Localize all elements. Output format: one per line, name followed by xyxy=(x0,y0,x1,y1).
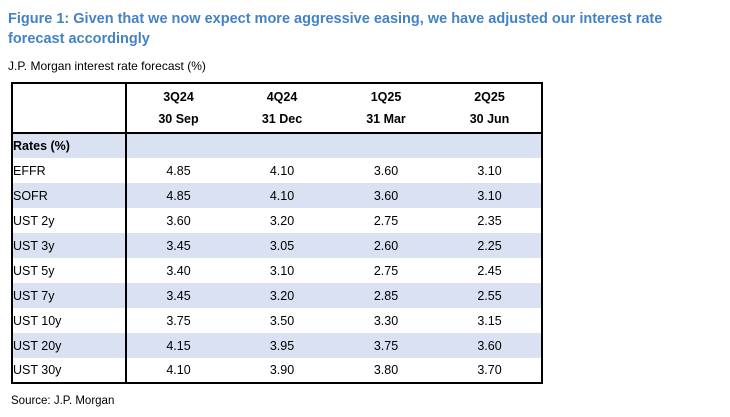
cell-value: 3.45 xyxy=(166,238,191,253)
cell-value: 3.75 xyxy=(166,313,191,328)
row-label: UST 2y xyxy=(12,208,127,233)
cell-value: 3.60 xyxy=(373,163,399,178)
quarter-date: 31 Mar xyxy=(366,112,406,126)
cell-value: 2.45 xyxy=(477,263,502,278)
cell-value: 2.75 xyxy=(373,263,399,278)
cell-value: 3.50 xyxy=(269,313,295,328)
cell-value: 3.60 xyxy=(166,213,191,228)
cell-value: 3.10 xyxy=(269,263,295,278)
figure-title: Figure 1: Given that we now expect more … xyxy=(8,11,663,47)
row-label: UST 10y xyxy=(12,308,127,333)
cell-value: 4.85 xyxy=(166,188,191,203)
cell-value: 3.80 xyxy=(373,363,399,377)
figure-panel: Figure 1: Given that we now expect more … xyxy=(8,11,663,407)
cell-value: 2.55 xyxy=(477,288,502,303)
cell-value: 4.85 xyxy=(166,163,191,178)
corner-cell xyxy=(12,83,127,134)
cell-value: 3.90 xyxy=(269,363,295,377)
cell-value: 3.95 xyxy=(269,338,295,353)
col-header-4q24: 4Q24 31 Dec xyxy=(230,83,334,134)
table-row: UST 7y 3.45 3.20 2.85 2.55 xyxy=(12,283,542,308)
figure-subtitle: J.P. Morgan interest rate forecast (%) xyxy=(8,59,206,73)
col-header-1q25: 1Q25 31 Mar xyxy=(334,83,438,134)
cell-value: 4.10 xyxy=(269,163,295,178)
quarter-label: 1Q25 xyxy=(370,90,402,104)
row-label: UST 30y xyxy=(12,358,127,383)
cell-value: 3.20 xyxy=(269,213,295,228)
table-row: UST 2y 3.60 3.20 2.75 2.35 xyxy=(12,208,542,233)
table-row: UST 10y 3.75 3.50 3.30 3.15 xyxy=(12,308,542,333)
cell-value: 3.60 xyxy=(373,188,399,203)
cell-value: 3.20 xyxy=(269,288,295,303)
cell-value: 3.10 xyxy=(477,188,502,203)
cell-value: 2.75 xyxy=(373,213,399,228)
table-row: UST 5y 3.40 3.10 2.75 2.45 xyxy=(12,258,542,283)
cell-value: 3.05 xyxy=(269,238,295,253)
cell-value: 3.40 xyxy=(166,263,191,278)
col-header-3q24: 3Q24 30 Sep xyxy=(126,83,230,134)
section-label: Rates (%) xyxy=(12,133,127,158)
table-row: SOFR 4.85 4.10 3.60 3.10 xyxy=(12,183,542,208)
quarter-label: 3Q24 xyxy=(163,90,194,104)
quarter-date: 30 Jun xyxy=(469,112,510,126)
col-header-2q25: 2Q25 30 Jun xyxy=(438,83,542,134)
row-label: UST 3y xyxy=(12,233,127,258)
cell-value: 3.45 xyxy=(166,288,191,303)
table-row: UST 3y 3.45 3.05 2.60 2.25 xyxy=(12,233,542,258)
cell-value: 2.85 xyxy=(373,288,399,303)
cell-value: 2.25 xyxy=(477,238,502,253)
row-label: SOFR xyxy=(12,183,127,208)
quarter-date: 30 Sep xyxy=(158,112,199,126)
cell-value: 3.75 xyxy=(373,338,399,353)
rates-table: 3Q24 30 Sep 4Q24 31 Dec 1Q25 31 Mar 2Q25… xyxy=(11,82,543,384)
cell-value: 3.70 xyxy=(477,363,502,377)
table-header: 3Q24 30 Sep 4Q24 31 Dec 1Q25 31 Mar 2Q25… xyxy=(12,83,542,134)
section-row-rates: Rates (%) xyxy=(12,133,542,158)
table-row: UST 30y 4.10 3.90 3.80 3.70 xyxy=(12,358,542,383)
table-row: EFFR 4.85 4.10 3.60 3.10 xyxy=(12,158,542,183)
cell-value: 4.15 xyxy=(166,338,191,353)
cell-value: 3.30 xyxy=(373,313,399,328)
row-label: UST 7y xyxy=(12,283,127,308)
header-row: 3Q24 30 Sep 4Q24 31 Dec 1Q25 31 Mar 2Q25… xyxy=(12,83,542,134)
quarter-label: 2Q25 xyxy=(474,90,505,104)
quarter-label: 4Q24 xyxy=(266,90,298,104)
row-label: EFFR xyxy=(12,158,127,183)
cell-value: 3.10 xyxy=(477,163,502,178)
row-label: UST 5y xyxy=(12,258,127,283)
table-row: UST 20y 4.15 3.95 3.75 3.60 xyxy=(12,333,542,358)
cell-value: 2.35 xyxy=(477,213,502,228)
row-label: UST 20y xyxy=(12,333,127,358)
cell-value: 2.60 xyxy=(373,238,399,253)
cell-value: 3.60 xyxy=(477,338,502,353)
cell-value: 4.10 xyxy=(166,363,191,377)
section-row-filler xyxy=(126,133,542,158)
cell-value: 4.10 xyxy=(269,188,295,203)
quarter-date: 31 Dec xyxy=(261,112,303,126)
cell-value: 3.15 xyxy=(477,313,502,328)
table-body: Rates (%) EFFR 4.85 4.10 3.60 3.10 SOFR … xyxy=(12,133,542,383)
source-note: Source: J.P. Morgan xyxy=(11,395,115,407)
